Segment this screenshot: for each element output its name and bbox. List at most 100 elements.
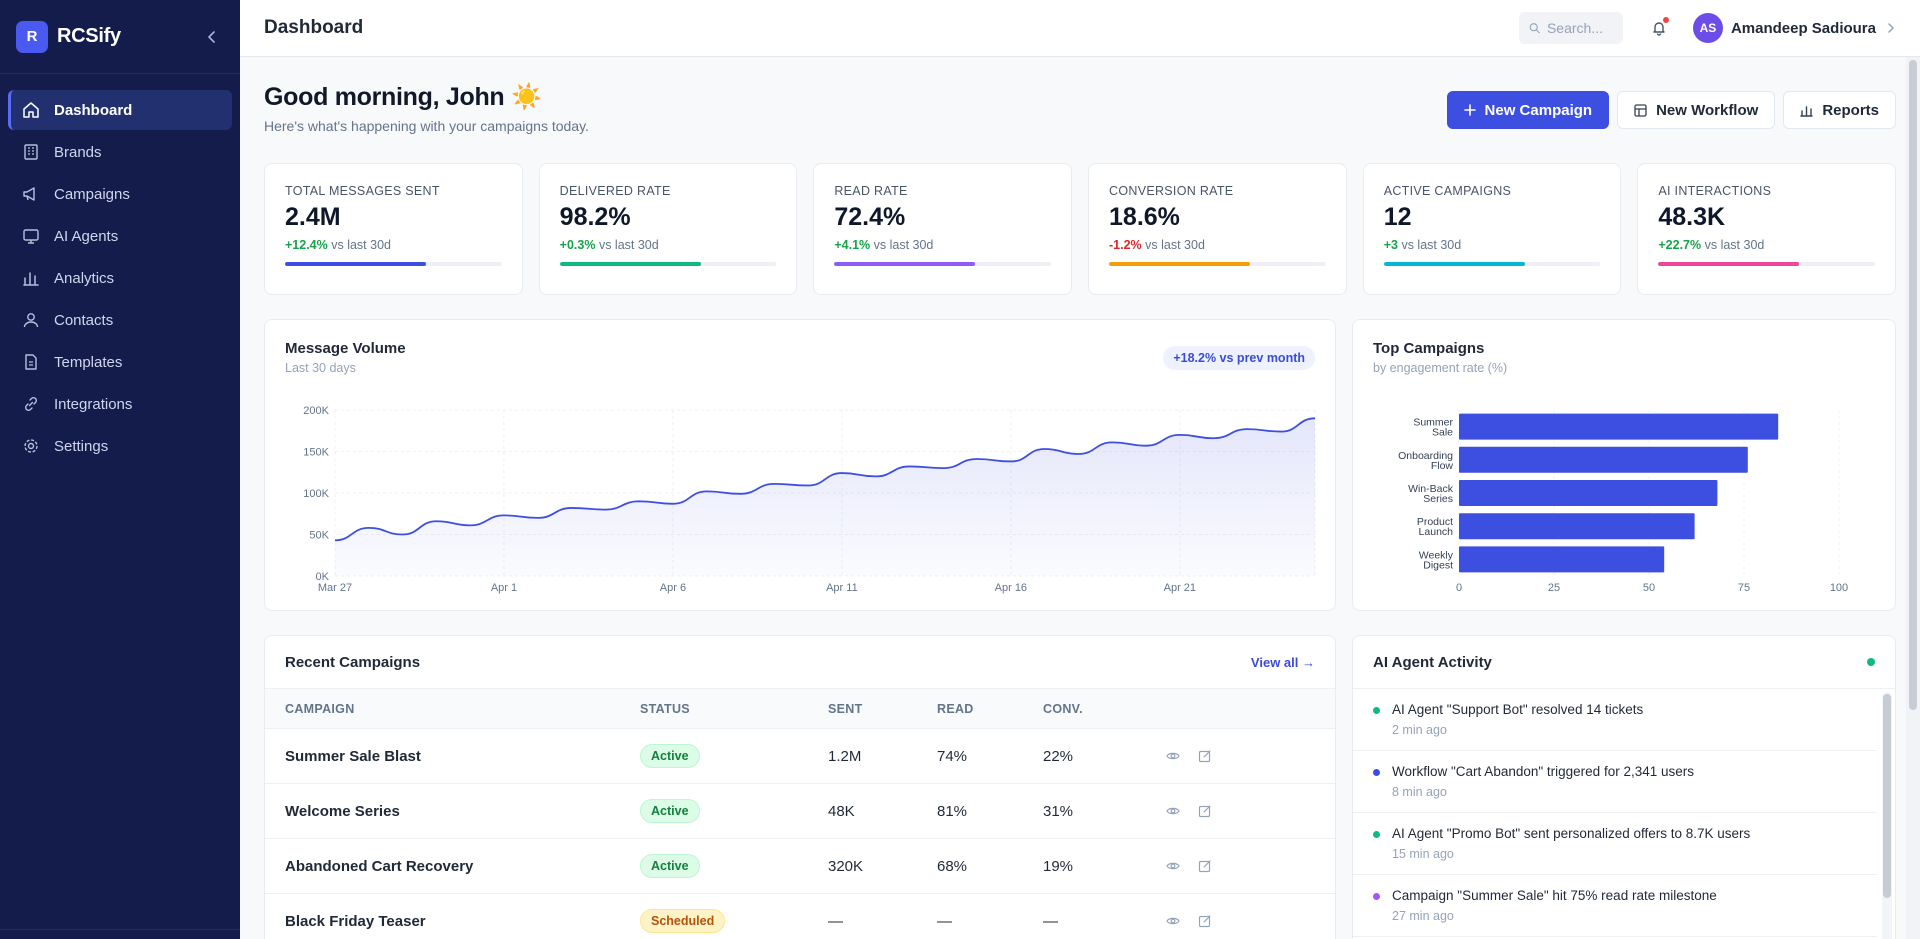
row-actions (1161, 728, 1335, 784)
avatar[interactable]: AS (1692, 13, 1723, 43)
view-button[interactable] (1161, 909, 1185, 933)
stat-progress-track (285, 262, 502, 266)
col-status[interactable]: STATUS (640, 701, 690, 716)
category-label: Product Launch (1417, 516, 1453, 538)
view-button[interactable] (1161, 799, 1185, 823)
edit-button[interactable] (1193, 854, 1217, 878)
sidebar-item-templates[interactable]: Templates (8, 342, 232, 382)
sidebar-item-dashboard[interactable]: Dashboard (8, 90, 232, 130)
activity-item[interactable]: AI Agent "Support Bot" resolved 14 ticke… (1353, 689, 1877, 751)
x-tick-label: 0 (1456, 582, 1462, 594)
link-icon (22, 395, 40, 413)
category-label: Onboarding Flow (1398, 450, 1453, 472)
edit-button[interactable] (1193, 909, 1217, 933)
new-campaign-button[interactable]: New Campaign (1446, 91, 1610, 129)
activity-item[interactable]: AI Agent "Promo Bot" sent personalized o… (1353, 813, 1877, 875)
col-conv[interactable]: CONV. (1043, 701, 1083, 716)
edit-icon (1198, 750, 1211, 763)
stat-value: 72.4% (834, 203, 906, 231)
x-tick-label: Apr 1 (491, 582, 517, 594)
activity-text: Workflow "Cart Abandon" triggered for 2,… (1392, 764, 1694, 779)
stat-delta: +3 (1383, 238, 1398, 252)
greeting-subtitle: Here's what's happening with your campai… (264, 118, 589, 134)
activity-list[interactable]: AI Agent "Support Bot" resolved 14 ticke… (1353, 688, 1895, 937)
activity-item[interactable]: Campaign "Summer Sale" hit 75% read rate… (1353, 875, 1877, 937)
view-button[interactable] (1161, 854, 1185, 878)
status-cell: Scheduled (640, 893, 828, 939)
edit-icon (1198, 805, 1211, 818)
ai-activity-card: AI Agent Activity AI Agent "Support Bot"… (1352, 635, 1896, 939)
activity-item[interactable]: Workflow "Cart Abandon" triggered for 2,… (1353, 751, 1877, 813)
stat-card: READ RATE 72.4% +4.1% vs last 30d (813, 163, 1073, 295)
reports-button[interactable]: Reports (1783, 91, 1896, 129)
message-volume-card: Message Volume Last 30 days +18.2% vs pr… (264, 319, 1336, 611)
page-scrollbar[interactable] (1906, 57, 1920, 939)
table-row[interactable]: Welcome Series Active 48K 81% 31% (265, 783, 1335, 839)
bar (1459, 413, 1779, 440)
col-campaign[interactable]: CAMPAIGN (285, 701, 355, 716)
sidebar-item-label: Analytics (54, 269, 115, 287)
col-sent[interactable]: SENT (828, 701, 863, 716)
user-icon (22, 311, 40, 329)
workflow-icon (1634, 103, 1647, 117)
y-tick-label: 150K (303, 447, 329, 459)
view-all-link[interactable]: View all → (1250, 654, 1315, 670)
activity-text: Campaign "Summer Sale" hit 75% read rate… (1392, 888, 1717, 903)
sidebar-item-label: Contacts (54, 311, 114, 329)
brand-logo[interactable]: R (16, 20, 48, 53)
conv-cell: 22% (1043, 728, 1161, 784)
sidebar-item-ai-agents[interactable]: AI Agents (8, 216, 232, 256)
sidebar-item-settings[interactable]: Settings (8, 426, 232, 466)
sidebar-item-contacts[interactable]: Contacts (8, 300, 232, 340)
activity-dot (1373, 893, 1380, 900)
bell-icon (1653, 22, 1665, 36)
col-read[interactable]: READ (937, 701, 974, 716)
stat-period: vs last 30d (1401, 238, 1462, 252)
user-menu[interactable]: AS Amandeep Sadioura (1692, 13, 1896, 43)
edit-icon (1198, 915, 1211, 928)
sidebar-item-label: AI Agents (54, 227, 119, 245)
new-workflow-button[interactable]: New Workflow (1617, 91, 1776, 129)
stat-progress-fill (1658, 262, 1800, 266)
stat-progress-track (834, 262, 1052, 266)
campaign-name[interactable]: Welcome Series (265, 783, 640, 839)
page-scroll-thumb[interactable] (1909, 60, 1917, 710)
edit-button[interactable] (1193, 799, 1217, 823)
campaign-name[interactable]: Black Friday Teaser (265, 893, 640, 939)
brand-name[interactable]: RCSify (57, 25, 121, 47)
eye-icon (1166, 752, 1180, 760)
search-box[interactable] (1518, 12, 1623, 44)
user-name[interactable]: Amandeep Sadioura (1730, 19, 1876, 37)
sidebar-item-brands[interactable]: Brands (8, 132, 232, 172)
chevron-left-icon (208, 30, 215, 43)
status-cell: Active (640, 838, 828, 894)
sent-cell: — (828, 893, 937, 939)
status-badge: Active (640, 854, 700, 878)
stat-label: AI INTERACTIONS (1658, 184, 1772, 198)
view-button[interactable] (1161, 744, 1185, 768)
campaign-name[interactable]: Abandoned Cart Recovery (265, 838, 640, 894)
table-row[interactable]: Summer Sale Blast Active 1.2M 74% 22% (265, 728, 1335, 784)
volume-change-badge: +18.2% vs prev month (1163, 346, 1315, 370)
eye-icon (1166, 917, 1180, 925)
table-row[interactable]: Black Friday Teaser Scheduled — — — (265, 893, 1335, 939)
stat-progress-track (1383, 262, 1601, 266)
x-tick-label: 75 (1738, 582, 1750, 594)
activity-scrollbar[interactable] (1882, 692, 1892, 939)
collapse-sidebar-button[interactable] (200, 25, 224, 49)
stat-progress-fill (1109, 262, 1250, 266)
campaign-name[interactable]: Summer Sale Blast (265, 728, 640, 784)
y-tick-label: 50K (309, 530, 329, 542)
topbar: Dashboard AS Amandeep Sadioura (240, 0, 1920, 57)
notifications-button[interactable] (1645, 14, 1673, 42)
col-actions (1161, 689, 1335, 729)
search-input[interactable] (1546, 20, 1613, 36)
sidebar-item-integrations[interactable]: Integrations (8, 384, 232, 424)
sidebar-item-analytics[interactable]: Analytics (8, 258, 232, 298)
x-tick-label: 25 (1548, 582, 1560, 594)
bar (1459, 446, 1748, 473)
table-row[interactable]: Abandoned Cart Recovery Active 320K 68% 19% (265, 838, 1335, 894)
edit-button[interactable] (1193, 744, 1217, 768)
sidebar-item-campaigns[interactable]: Campaigns (8, 174, 232, 214)
activity-scroll-thumb[interactable] (1883, 694, 1891, 898)
